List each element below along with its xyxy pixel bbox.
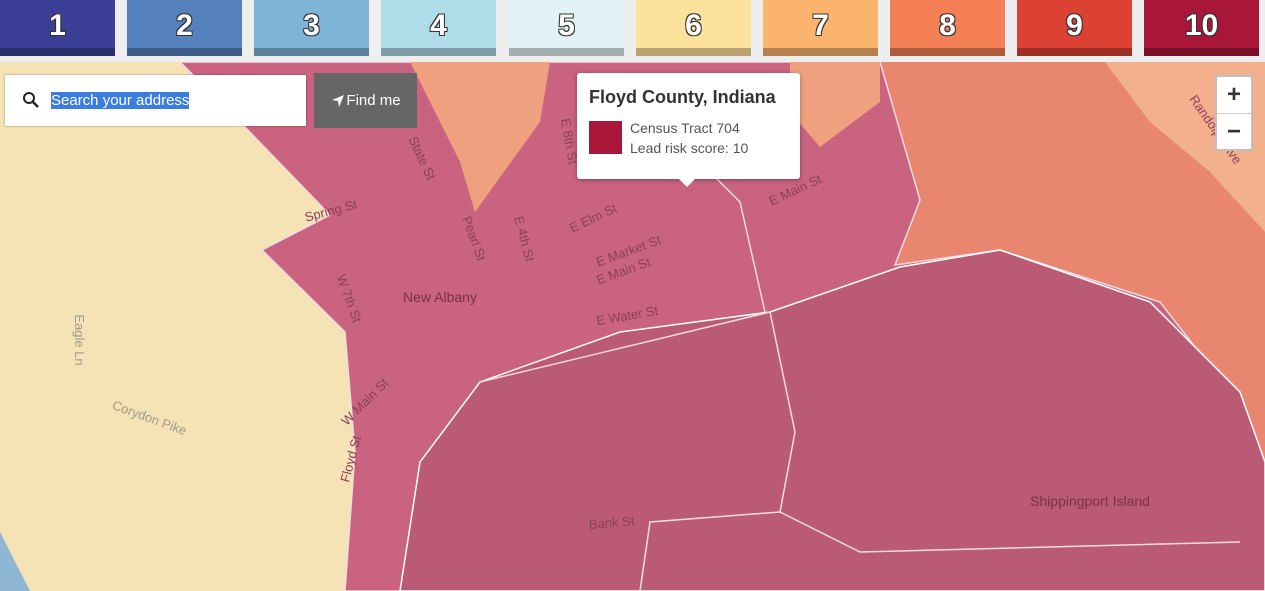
legend-item: 7 (763, 0, 878, 56)
legend-item: 1 (0, 0, 115, 56)
zoom-out[interactable]: − (1217, 113, 1251, 150)
tract-border (479, 161, 1241, 591)
river-area (399, 249, 1265, 591)
legend: 1 2 3 4 5 6 7 8 9 10 (0, 0, 1265, 62)
legend-item: 4 (381, 0, 496, 56)
legend-item: 8 (890, 0, 1005, 56)
map-label: Bank St (588, 513, 635, 532)
popup-title: Floyd County, Indiana (589, 87, 776, 107)
search-text[interactable]: Search your address (51, 92, 190, 109)
locate-icon (332, 94, 345, 107)
legend-item: 3 (254, 0, 369, 56)
water-area (0, 532, 30, 591)
map-label: Shippingport Island (1030, 493, 1150, 509)
popup: Floyd County, Indiana Census Tract 704 L… (577, 73, 800, 187)
zoom-control: + − (1215, 75, 1253, 151)
legend-item: 9 (1017, 0, 1132, 56)
popup-swatch (589, 121, 622, 154)
map-label: New Albany (403, 289, 477, 305)
popup-line: Census Tract 704 (630, 120, 740, 136)
tract-area (790, 62, 880, 147)
zoom-in[interactable]: + (1226, 81, 1241, 108)
button-text: Find me (346, 92, 401, 109)
legend-item: 6 (636, 0, 751, 56)
legend-item: 2 (127, 0, 242, 56)
search-icon (23, 92, 39, 108)
tract-area (410, 62, 550, 212)
find-me-button[interactable]: Find me (314, 73, 417, 128)
popup-line: Lead risk score: 10 (630, 140, 749, 156)
map-label: Eagle Ln (72, 314, 87, 365)
legend-item: 10 (1144, 0, 1259, 56)
search-box[interactable]: Search your address (5, 75, 306, 126)
legend-item: 5 (509, 0, 624, 56)
